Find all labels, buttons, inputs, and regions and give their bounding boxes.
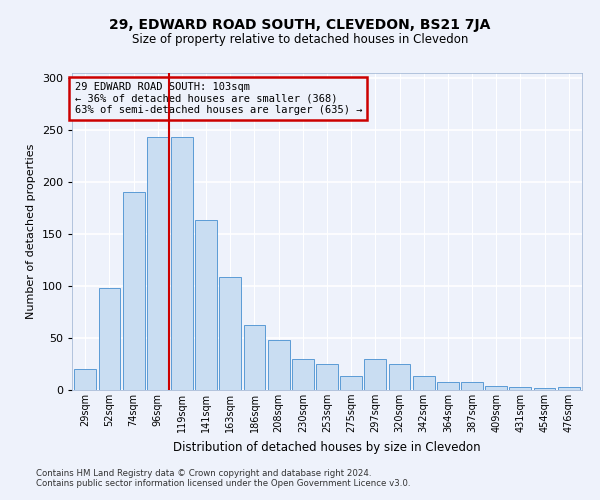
Bar — [195, 220, 217, 390]
Bar — [461, 382, 483, 390]
Text: Size of property relative to detached houses in Clevedon: Size of property relative to detached ho… — [132, 32, 468, 46]
Text: Contains HM Land Registry data © Crown copyright and database right 2024.: Contains HM Land Registry data © Crown c… — [36, 468, 371, 477]
Bar — [292, 359, 314, 390]
Bar — [413, 376, 434, 390]
X-axis label: Distribution of detached houses by size in Clevedon: Distribution of detached houses by size … — [173, 440, 481, 454]
Bar — [171, 137, 193, 390]
Bar — [316, 364, 338, 390]
Bar — [268, 340, 290, 390]
Bar — [98, 288, 121, 390]
Bar — [437, 382, 459, 390]
Bar — [244, 326, 265, 390]
Bar — [340, 376, 362, 390]
Bar — [364, 359, 386, 390]
Text: 29, EDWARD ROAD SOUTH, CLEVEDON, BS21 7JA: 29, EDWARD ROAD SOUTH, CLEVEDON, BS21 7J… — [109, 18, 491, 32]
Bar — [147, 137, 169, 390]
Bar — [509, 387, 531, 390]
Bar — [485, 386, 507, 390]
Bar — [220, 276, 241, 390]
Bar — [533, 388, 556, 390]
Bar — [123, 192, 145, 390]
Bar — [389, 364, 410, 390]
Y-axis label: Number of detached properties: Number of detached properties — [26, 144, 36, 319]
Bar — [558, 387, 580, 390]
Text: 29 EDWARD ROAD SOUTH: 103sqm
← 36% of detached houses are smaller (368)
63% of s: 29 EDWARD ROAD SOUTH: 103sqm ← 36% of de… — [74, 82, 362, 115]
Text: Contains public sector information licensed under the Open Government Licence v3: Contains public sector information licen… — [36, 478, 410, 488]
Bar — [74, 369, 96, 390]
